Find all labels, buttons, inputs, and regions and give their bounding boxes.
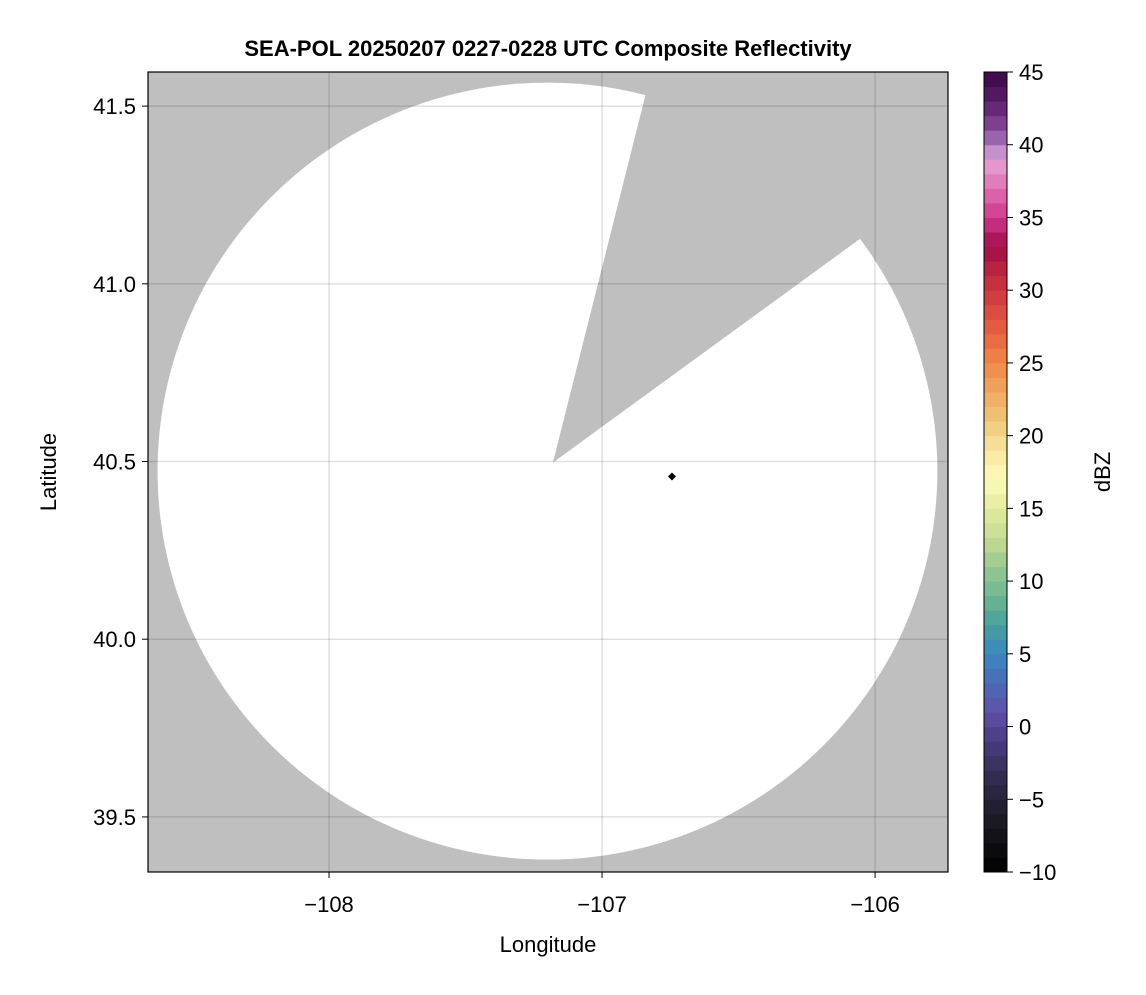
colorbar-tick-label: −10 xyxy=(1019,860,1056,885)
colorbar-bin xyxy=(984,624,1007,640)
colorbar-bin xyxy=(984,813,1007,829)
colorbar-bin xyxy=(984,435,1007,451)
colorbar-bin xyxy=(984,450,1007,466)
colorbar-tick-label: −5 xyxy=(1019,787,1044,812)
colorbar-tick-label: 30 xyxy=(1019,278,1043,303)
colorbar-bin xyxy=(984,784,1007,800)
colorbar-bin xyxy=(984,639,1007,655)
colorbar-bin xyxy=(984,86,1007,102)
colorbar-bin xyxy=(984,304,1007,320)
x-tick-label: −106 xyxy=(850,892,900,917)
colorbar-tick-label: 10 xyxy=(1019,569,1043,594)
colorbar-bin xyxy=(984,101,1007,117)
colorbar-bin xyxy=(984,610,1007,626)
colorbar-tick-label: 0 xyxy=(1019,715,1031,740)
plot-area xyxy=(148,72,948,872)
colorbar-bin xyxy=(984,173,1007,189)
y-tick-label: 40.0 xyxy=(93,627,136,652)
chart-title: SEA-POL 20250207 0227-0228 UTC Composite… xyxy=(244,36,852,61)
x-tick-label: −107 xyxy=(577,892,627,917)
colorbar-bin xyxy=(984,115,1007,131)
colorbar-bin xyxy=(984,799,1007,815)
colorbar-bin xyxy=(984,144,1007,160)
colorbar-tick-label: 5 xyxy=(1019,642,1031,667)
colorbar-bin xyxy=(984,770,1007,786)
colorbar-bin xyxy=(984,842,1007,858)
colorbar-bin xyxy=(984,464,1007,480)
y-axis: 39.5 40.0 40.5 41.0 41.5 xyxy=(93,94,148,830)
colorbar-bin xyxy=(984,333,1007,349)
colorbar-bin xyxy=(984,319,1007,335)
x-axis-label: Longitude xyxy=(500,932,597,957)
colorbar-bin xyxy=(984,421,1007,437)
colorbar-tick-label: 20 xyxy=(1019,424,1043,449)
x-tick-label: −108 xyxy=(304,892,354,917)
colorbar-bin xyxy=(984,682,1007,698)
colorbar-bin xyxy=(984,857,1007,873)
colorbar-bin xyxy=(984,261,1007,277)
colorbar-bin xyxy=(984,741,1007,757)
plot-frame xyxy=(147,71,949,873)
y-tick-label: 41.0 xyxy=(93,272,136,297)
colorbar-bin xyxy=(984,508,1007,524)
colorbar-bin xyxy=(984,290,1007,306)
x-axis: −108 −107 −106 xyxy=(304,872,900,917)
colorbar-bin xyxy=(984,406,1007,422)
y-tick-label: 41.5 xyxy=(93,94,136,119)
colorbar-tick-label: 35 xyxy=(1019,205,1043,230)
colorbar-bin xyxy=(984,595,1007,611)
colorbar-bin xyxy=(984,130,1007,146)
colorbar-bin xyxy=(984,217,1007,233)
colorbar-bin xyxy=(984,392,1007,408)
colorbar-bin xyxy=(984,246,1007,262)
colorbar-bin xyxy=(984,653,1007,669)
colorbar-bin xyxy=(984,232,1007,248)
colorbar-bin xyxy=(984,377,1007,393)
colorbar-bin xyxy=(984,188,1007,204)
colorbar-bin xyxy=(984,668,1007,684)
y-tick-label: 39.5 xyxy=(93,805,136,830)
colorbar-bin xyxy=(984,712,1007,728)
colorbar-bin xyxy=(984,566,1007,582)
colorbar-tick-label: 45 xyxy=(1019,60,1043,85)
colorbar-bin xyxy=(984,479,1007,495)
y-tick-label: 40.5 xyxy=(93,450,136,475)
colorbar-bin xyxy=(984,581,1007,597)
colorbar-bin xyxy=(984,537,1007,553)
colorbar-bin xyxy=(984,202,1007,218)
colorbar-bin xyxy=(984,493,1007,509)
colorbar-bin xyxy=(984,275,1007,291)
blocked-sector xyxy=(552,72,948,463)
colorbar-bin xyxy=(984,828,1007,844)
colorbar-tick-label: 40 xyxy=(1019,133,1043,158)
colorbar: −10 −5 0 5 10 15 20 25 30 35 40 45 xyxy=(983,60,1056,885)
colorbar-bin xyxy=(984,72,1007,88)
radar-marker xyxy=(667,472,676,481)
colorbar-label: dBZ xyxy=(1090,452,1115,492)
colorbar-bin xyxy=(984,755,1007,771)
colorbar-bin xyxy=(984,552,1007,568)
colorbar-tick-label: 25 xyxy=(1019,351,1043,376)
colorbar-bin xyxy=(984,522,1007,538)
colorbar-bin xyxy=(984,362,1007,378)
colorbar-frame xyxy=(983,71,1008,873)
colorbar-bin xyxy=(984,726,1007,742)
colorbar-tick-label: 15 xyxy=(1019,496,1043,521)
colorbar-bin xyxy=(984,159,1007,175)
colorbar-bin xyxy=(984,697,1007,713)
colorbar-bin xyxy=(984,348,1007,364)
y-axis-label: Latitude xyxy=(36,433,61,511)
